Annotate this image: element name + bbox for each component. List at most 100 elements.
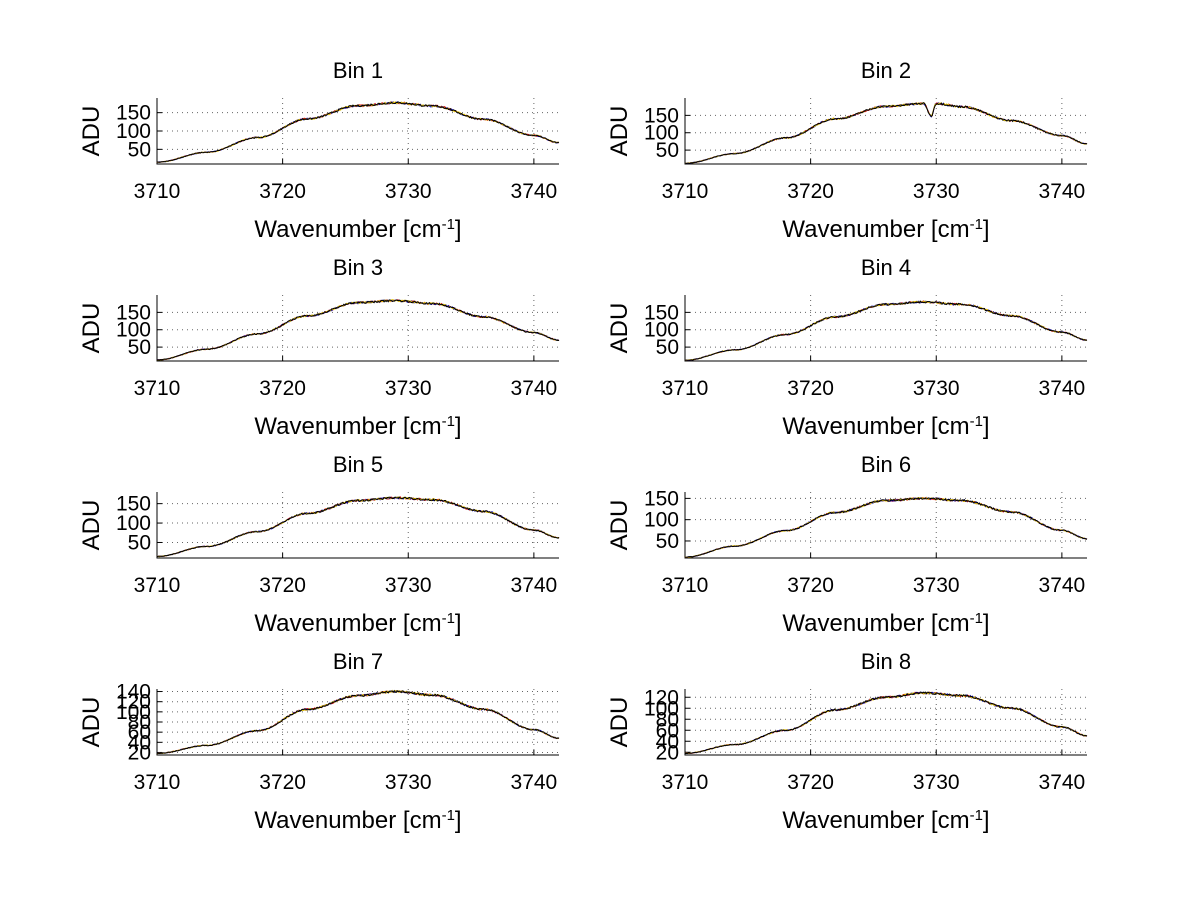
x-tick-label: 3720 bbox=[259, 771, 306, 794]
spectrum-series-line bbox=[156, 299, 560, 361]
subplot-title: Bin 5 bbox=[333, 452, 383, 477]
spectrum-series-line bbox=[684, 691, 1087, 755]
x-tick-label: 3710 bbox=[134, 180, 181, 203]
x-tick-label: 3740 bbox=[1039, 771, 1086, 794]
y-tick-label: 150 bbox=[116, 102, 151, 125]
y-tick-label: 50 bbox=[656, 530, 679, 553]
x-axis-label: Wavenumber [cm-1] bbox=[782, 216, 989, 244]
y-tick-label: 150 bbox=[116, 301, 151, 324]
subplot-title: Bin 6 bbox=[861, 452, 911, 477]
spectrum-series-line bbox=[684, 496, 1088, 558]
spectrum-series-line bbox=[684, 691, 1088, 755]
x-tick-label: 3720 bbox=[787, 771, 834, 794]
x-axis-label: Wavenumber [cm-1] bbox=[254, 610, 461, 638]
y-tick-label: 60 bbox=[128, 721, 151, 744]
x-tick-label: 3710 bbox=[134, 771, 181, 794]
subplot-title: Bin 1 bbox=[333, 58, 383, 83]
y-tick-label: 50 bbox=[128, 138, 151, 161]
spectrum-series-line bbox=[684, 496, 1088, 558]
spectrum-series-line bbox=[684, 691, 1088, 754]
spectrum-series-line bbox=[684, 300, 1087, 361]
x-tick-label: 3730 bbox=[913, 377, 960, 400]
y-tick-label: 80 bbox=[656, 708, 679, 731]
y-axis-label: ADU bbox=[606, 697, 633, 748]
spectrum-series-line bbox=[684, 300, 1088, 362]
y-tick-label: 20 bbox=[656, 741, 679, 764]
x-tick-label: 3740 bbox=[1039, 377, 1086, 400]
x-axis-label: Wavenumber [cm-1] bbox=[254, 413, 461, 441]
y-tick-label: 100 bbox=[644, 509, 679, 532]
spectrum-series-line bbox=[157, 496, 560, 558]
spectrum-series-line bbox=[156, 101, 560, 163]
y-tick-label: 60 bbox=[656, 719, 679, 742]
x-tick-label: 3730 bbox=[385, 377, 432, 400]
y-tick-label: 40 bbox=[656, 730, 679, 753]
x-tick-label: 3730 bbox=[913, 574, 960, 597]
spectrum-series-line bbox=[156, 495, 560, 558]
subplot-title: Bin 2 bbox=[861, 58, 911, 83]
x-tick-label: 3740 bbox=[511, 180, 558, 203]
subplot-title: Bin 3 bbox=[333, 255, 383, 280]
y-tick-label: 40 bbox=[128, 731, 151, 754]
y-axis-label: ADU bbox=[78, 303, 105, 354]
axis-frame bbox=[156, 295, 559, 362]
spectrum-series-line bbox=[684, 101, 1088, 164]
y-axis-label: ADU bbox=[606, 303, 633, 354]
spectrum-series-line bbox=[685, 691, 1088, 755]
x-tick-label: 3710 bbox=[662, 574, 709, 597]
x-tick-label: 3720 bbox=[787, 377, 834, 400]
spectrum-series-line bbox=[156, 100, 560, 163]
spectrum-series-line bbox=[685, 300, 1088, 361]
spectrum-series-line bbox=[156, 101, 560, 163]
axis-frame bbox=[684, 98, 1087, 165]
axis-frame bbox=[156, 492, 559, 559]
spectrum-series-line bbox=[157, 689, 560, 755]
y-tick-label: 100 bbox=[116, 701, 151, 724]
x-tick-label: 3730 bbox=[385, 574, 432, 597]
y-tick-label: 50 bbox=[656, 139, 679, 162]
x-tick-label: 3720 bbox=[787, 180, 834, 203]
subplot-title: Bin 8 bbox=[861, 649, 911, 674]
y-axis-label: ADU bbox=[78, 697, 105, 748]
x-axis-label: Wavenumber [cm-1] bbox=[782, 610, 989, 638]
x-tick-label: 3720 bbox=[259, 574, 306, 597]
subplot-title: Bin 7 bbox=[333, 649, 383, 674]
spectrum-series-line bbox=[156, 100, 559, 163]
x-tick-label: 3740 bbox=[1039, 180, 1086, 203]
x-axis-label: Wavenumber [cm-1] bbox=[254, 216, 461, 244]
y-tick-label: 150 bbox=[644, 104, 679, 127]
x-tick-label: 3720 bbox=[259, 377, 306, 400]
axis-frame bbox=[684, 689, 1087, 756]
y-tick-label: 50 bbox=[128, 336, 151, 359]
x-tick-label: 3740 bbox=[511, 771, 558, 794]
x-tick-label: 3710 bbox=[662, 377, 709, 400]
x-tick-label: 3730 bbox=[913, 180, 960, 203]
y-tick-label: 100 bbox=[644, 122, 679, 145]
y-axis-label: ADU bbox=[606, 500, 633, 551]
x-tick-label: 3710 bbox=[134, 377, 181, 400]
x-tick-label: 3720 bbox=[787, 574, 834, 597]
spectrum-series-line bbox=[685, 497, 1088, 558]
y-tick-label: 20 bbox=[128, 741, 151, 764]
y-axis-label: ADU bbox=[78, 106, 105, 157]
spectrum-series-line bbox=[684, 300, 1088, 361]
y-tick-label: 150 bbox=[644, 301, 679, 324]
x-axis-label: Wavenumber [cm-1] bbox=[254, 807, 461, 835]
spectrum-series-line bbox=[156, 496, 560, 558]
x-axis-label: Wavenumber [cm-1] bbox=[782, 807, 989, 835]
spectrum-series-line bbox=[156, 496, 560, 558]
y-tick-label: 150 bbox=[116, 493, 151, 516]
y-tick-label: 100 bbox=[116, 512, 151, 535]
y-tick-label: 120 bbox=[116, 691, 151, 714]
x-tick-label: 3730 bbox=[385, 771, 432, 794]
y-tick-label: 120 bbox=[644, 686, 679, 709]
subplot-title: Bin 4 bbox=[861, 255, 911, 280]
y-tick-label: 80 bbox=[128, 711, 151, 734]
y-tick-label: 100 bbox=[116, 319, 151, 342]
